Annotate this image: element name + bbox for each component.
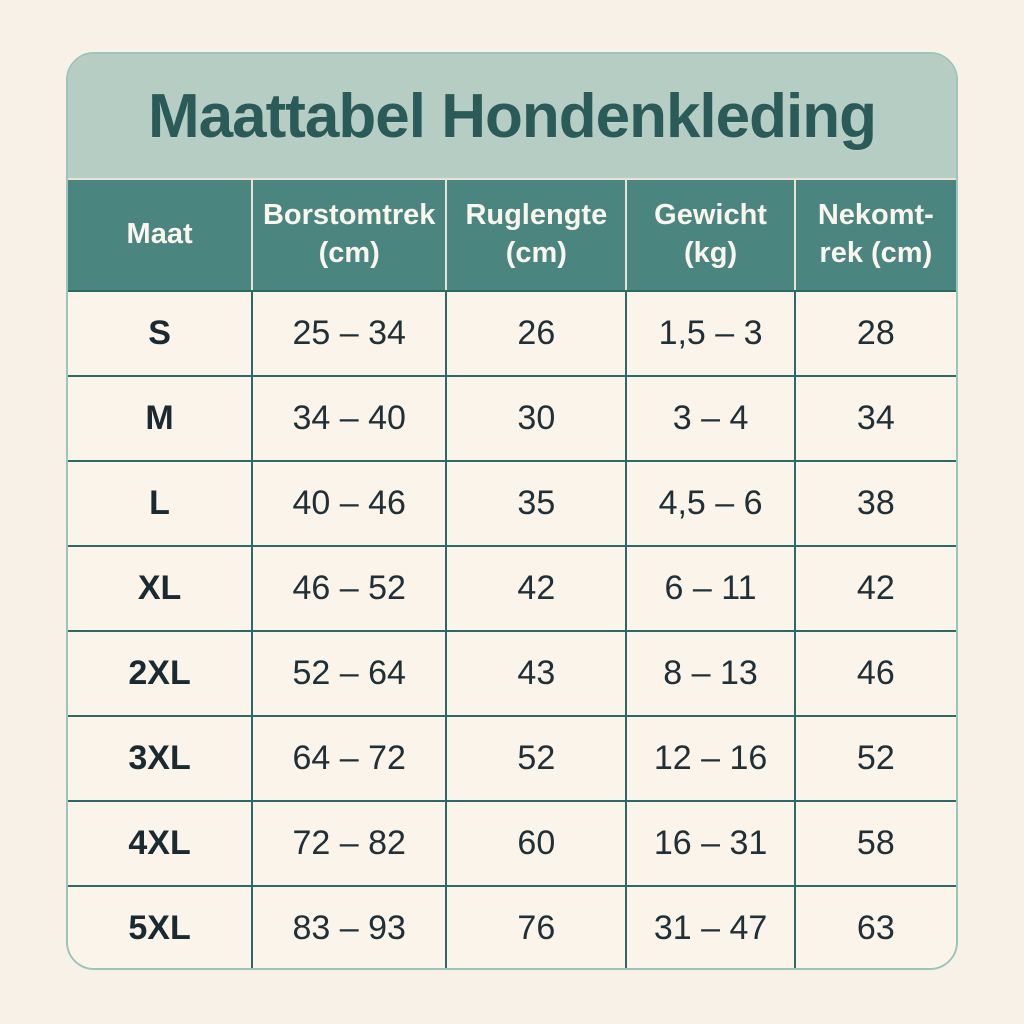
- back-cell: 35: [447, 462, 628, 545]
- neck-cell: 52: [856, 739, 895, 777]
- page-title: Maattabel Hondenkleding: [148, 81, 877, 151]
- table-header-row: Maat Borstomtrek (cm) Ruglengte (cm) Gew…: [68, 178, 956, 290]
- weight-cell: 12 – 16: [627, 717, 796, 800]
- header-cell-borstomtrek: Borstomtrek (cm): [253, 180, 448, 290]
- weight-cell: 1,5 – 3: [627, 292, 796, 375]
- chest-cell: 52 – 64: [253, 632, 448, 715]
- back-cell: 30: [447, 377, 628, 460]
- back-cell: 26: [447, 292, 628, 375]
- table-row: M 34 – 40 30 3 – 4 34: [68, 375, 956, 460]
- table-row: XL 46 – 52 42 6 – 11 42: [68, 545, 956, 630]
- header-cell-nekomtrek: Nekomt- rek (cm): [817, 199, 934, 269]
- title-band: Maattabel Hondenkleding: [68, 54, 956, 178]
- neck-cell: 34: [856, 399, 895, 437]
- neck-cell: 58: [856, 824, 895, 862]
- table-row: 4XL 72 – 82 60 16 – 31 58: [68, 800, 956, 885]
- row-size-label: 2XL: [68, 632, 254, 715]
- header-cell-gewicht: Gewicht (kg): [627, 180, 796, 290]
- neck-cell: 42: [856, 569, 895, 607]
- chest-cell: 25 – 34: [253, 292, 448, 375]
- row-size-label: 5XL: [68, 887, 254, 968]
- table-row: 5XL 83 – 93 76 31 – 47 63: [68, 885, 956, 968]
- size-chart-card: Maattabel Hondenkleding Maat Borstomtrek…: [66, 52, 958, 970]
- row-size-label: 3XL: [68, 717, 254, 800]
- row-size-label: XL: [68, 547, 254, 630]
- row-size-label: 4XL: [68, 802, 254, 885]
- chest-cell: 64 – 72: [253, 717, 448, 800]
- weight-cell: 8 – 13: [627, 632, 796, 715]
- back-cell: 52: [447, 717, 628, 800]
- table-row: 3XL 64 – 72 52 12 – 16 52: [68, 715, 956, 800]
- weight-cell: 6 – 11: [627, 547, 796, 630]
- back-cell: 76: [447, 887, 628, 968]
- weight-cell: 31 – 47: [627, 887, 796, 968]
- chest-cell: 40 – 46: [253, 462, 448, 545]
- row-size-label: L: [68, 462, 254, 545]
- table-row: S 25 – 34 26 1,5 – 3 28: [68, 290, 956, 375]
- table-row: L 40 – 46 35 4,5 – 6 38: [68, 460, 956, 545]
- chest-cell: 72 – 82: [253, 802, 448, 885]
- chest-cell: 34 – 40: [253, 377, 448, 460]
- neck-cell: 38: [856, 484, 895, 522]
- row-size-label: M: [68, 377, 254, 460]
- neck-cell: 63: [856, 909, 895, 947]
- neck-cell: 28: [856, 314, 895, 352]
- chest-cell: 83 – 93: [253, 887, 448, 968]
- back-cell: 60: [447, 802, 628, 885]
- neck-cell: 46: [856, 654, 895, 692]
- table-row: 2XL 52 – 64 43 8 – 13 46: [68, 630, 956, 715]
- back-cell: 43: [447, 632, 628, 715]
- chest-cell: 46 – 52: [253, 547, 448, 630]
- row-size-label: S: [68, 292, 254, 375]
- weight-cell: 16 – 31: [627, 802, 796, 885]
- back-cell: 42: [447, 547, 628, 630]
- weight-cell: 3 – 4: [627, 377, 796, 460]
- weight-cell: 4,5 – 6: [627, 462, 796, 545]
- header-cell-ruglengte: Ruglengte (cm): [447, 180, 628, 290]
- header-cell-maat: Maat: [68, 180, 254, 290]
